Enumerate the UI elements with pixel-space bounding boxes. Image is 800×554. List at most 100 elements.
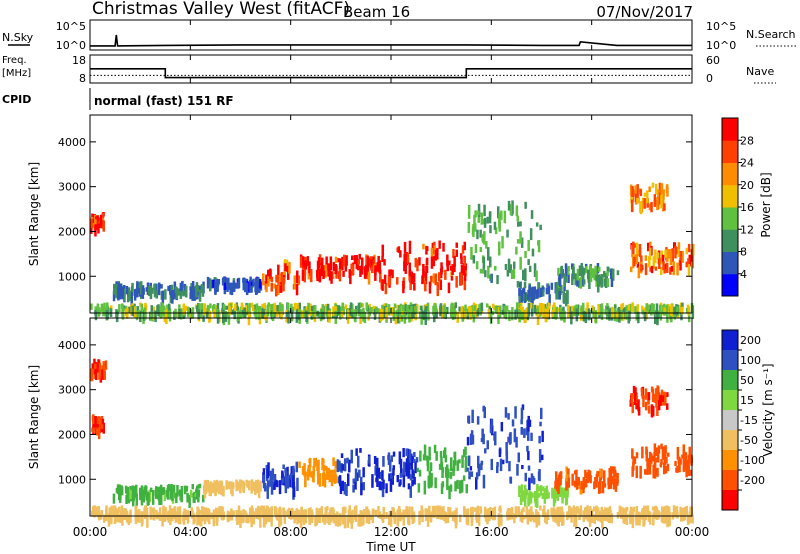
data-cell <box>405 458 409 463</box>
data-cell <box>597 507 600 522</box>
colorbar-tick-label: 8 <box>740 246 747 259</box>
data-cell <box>666 403 669 410</box>
data-cell <box>327 467 330 478</box>
data-cell <box>232 510 235 516</box>
data-cell <box>140 303 143 313</box>
data-cell <box>381 256 384 262</box>
data-cell <box>537 486 540 492</box>
data-cell <box>522 269 525 281</box>
data-cell <box>344 506 347 514</box>
time-axis-label: Time UT <box>365 540 416 554</box>
data-cell <box>175 287 179 299</box>
data-cell <box>253 481 257 487</box>
data-cell <box>379 308 382 322</box>
data-cell <box>146 492 149 506</box>
data-cell <box>266 469 269 479</box>
data-cell <box>449 484 453 492</box>
data-cell <box>556 307 560 312</box>
data-cell <box>409 485 412 498</box>
data-cell <box>485 509 489 516</box>
data-cell <box>442 242 445 252</box>
data-cell <box>558 479 562 484</box>
data-cell <box>198 303 201 314</box>
data-cell <box>376 261 379 272</box>
data-cell <box>657 509 660 520</box>
data-cell <box>631 466 634 477</box>
data-cell <box>643 198 646 209</box>
data-cell <box>537 305 540 314</box>
data-cell <box>174 514 178 520</box>
data-cell <box>528 509 531 522</box>
data-cell <box>428 281 432 294</box>
data-cell <box>635 465 638 479</box>
data-cell <box>209 303 212 309</box>
colorbar-swatch <box>722 251 738 275</box>
data-cell <box>629 506 633 517</box>
data-cell <box>538 449 542 463</box>
data-cell <box>396 277 399 285</box>
data-cell <box>475 261 479 270</box>
colorbar-swatch <box>722 470 738 491</box>
data-cell <box>575 469 578 482</box>
data-cell <box>196 506 199 515</box>
data-cell <box>687 306 691 316</box>
data-cell <box>467 222 471 233</box>
data-cell <box>197 489 201 495</box>
data-cell <box>504 264 508 270</box>
data-cell <box>374 265 377 275</box>
data-cell <box>271 312 275 322</box>
data-cell <box>434 303 437 308</box>
data-cell <box>653 393 657 403</box>
data-cell <box>464 446 467 456</box>
data-cell <box>351 255 354 260</box>
data-cell <box>198 289 202 302</box>
data-cell <box>519 495 523 505</box>
data-cell <box>470 246 473 260</box>
data-cell <box>547 285 551 295</box>
data-cell <box>119 509 123 515</box>
data-cell <box>201 506 204 517</box>
data-cell <box>225 278 229 287</box>
data-cell <box>226 312 229 318</box>
data-cell <box>161 302 164 316</box>
data-cell <box>334 513 338 527</box>
data-cell <box>270 514 273 527</box>
data-cell <box>648 256 651 268</box>
data-cell <box>316 270 319 278</box>
data-cell <box>587 512 590 519</box>
data-cell <box>210 484 213 494</box>
data-cell <box>603 271 606 278</box>
data-cell <box>643 192 647 197</box>
y-tick-label: 4000 <box>58 339 86 352</box>
data-cell <box>659 396 662 402</box>
data-cell <box>320 506 324 514</box>
data-cell <box>687 258 690 268</box>
data-cell <box>263 514 266 528</box>
data-cell <box>193 291 196 301</box>
data-cell <box>359 448 362 453</box>
data-cell <box>284 263 287 272</box>
data-cell <box>207 514 210 521</box>
data-cell <box>461 245 465 254</box>
data-cell <box>287 303 290 312</box>
data-cell <box>565 493 569 505</box>
data-cell <box>230 481 233 495</box>
data-cell <box>90 218 93 228</box>
data-cell <box>424 274 428 285</box>
data-cell <box>545 489 549 495</box>
data-cell <box>453 311 457 320</box>
data-cell <box>657 400 661 411</box>
data-cell <box>376 457 379 470</box>
data-cell <box>297 312 300 320</box>
data-cell <box>412 304 415 319</box>
data-cell <box>650 303 654 314</box>
data-cell <box>414 257 417 268</box>
data-cell <box>387 304 391 316</box>
data-cell <box>406 253 410 264</box>
data-cell <box>664 465 668 474</box>
data-cell <box>675 506 679 519</box>
data-cell <box>477 203 481 217</box>
data-cell <box>201 309 204 314</box>
data-cell <box>499 458 503 472</box>
velocity-ylabel: Slant Range [km] <box>27 365 41 469</box>
